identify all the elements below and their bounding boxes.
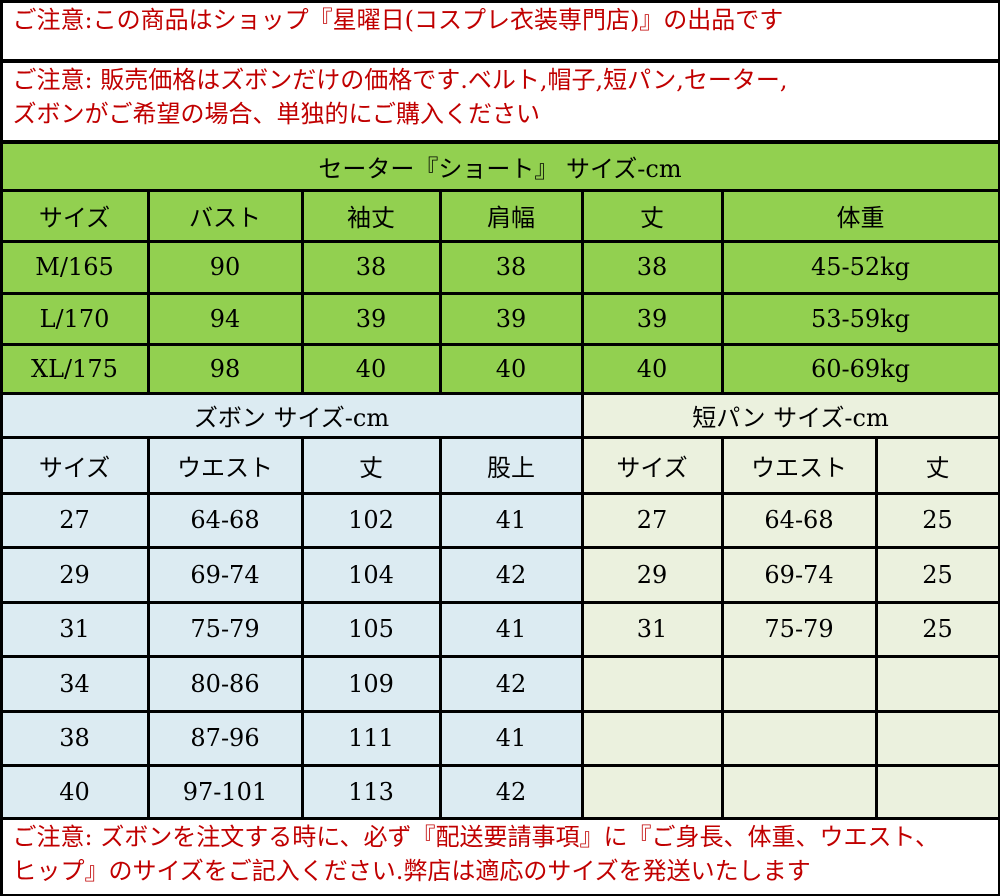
table-cell: 64-68 (149, 494, 301, 546)
column-header: 丈 (583, 191, 721, 240)
table-cell: 41 (441, 494, 581, 546)
notice-line: ズボンがご希望の場合、単独的にご購入ください (12, 99, 541, 128)
table-cell: 40 (303, 345, 439, 392)
table-cell: 25 (877, 548, 998, 601)
empty-cell (723, 766, 875, 817)
notice: ご注意: ズボンを注文する時に、必ず『配送要請事項』に『ご身長、体重、ウエスト、… (2, 819, 998, 894)
table-cell: 80-86 (149, 657, 301, 710)
column-header: 丈 (877, 438, 998, 492)
table-cell: M/165 (2, 242, 147, 292)
table-cell: 27 (583, 494, 721, 546)
table-cell: 27 (2, 494, 147, 546)
table-cell: 41 (441, 712, 581, 764)
table-cell: 113 (303, 766, 439, 817)
column-header: ウエスト (723, 438, 875, 492)
table-cell: 31 (583, 603, 721, 655)
table-cell: 38 (583, 242, 721, 292)
table-title: 短パン サイズ-cm (583, 394, 998, 436)
table-cell: 60-69kg (723, 345, 998, 392)
table-cell: 42 (441, 548, 581, 601)
column-header: サイズ (2, 191, 147, 240)
notice-line: ヒップ』のサイズをご記入ください.弊店は適応のサイズを発送いたします (12, 856, 811, 885)
table-cell: 34 (2, 657, 147, 710)
column-header: バスト (149, 191, 301, 240)
notice: ご注意: 販売価格はズボンだけの価格です.ベルト,帽子,短パン,セーター, ズボン… (2, 62, 998, 140)
table-cell: 102 (303, 494, 439, 546)
table-cell: 25 (877, 494, 998, 546)
table-cell: 111 (303, 712, 439, 764)
empty-cell (723, 712, 875, 764)
table-cell: 87-96 (149, 712, 301, 764)
notice: ご注意:この商品はショップ『星曜日(コスプレ衣装専門店)』の出品です (2, 2, 998, 59)
table-title: ズボン サイズ-cm (2, 394, 581, 436)
table-cell: 40 (2, 766, 147, 817)
table-cell: 42 (441, 657, 581, 710)
table-cell: 38 (441, 242, 581, 292)
table-cell: 40 (441, 345, 581, 392)
table-cell: 39 (441, 294, 581, 343)
table-cell: 69-74 (723, 548, 875, 601)
empty-cell (877, 712, 998, 764)
column-header: サイズ (583, 438, 721, 492)
column-header: 丈 (303, 438, 439, 492)
table-cell: 75-79 (723, 603, 875, 655)
notice-line: ご注意:この商品はショップ『星曜日(コスプレ衣装専門店)』の出品です (12, 5, 784, 34)
empty-cell (877, 766, 998, 817)
table-cell: 25 (877, 603, 998, 655)
table-cell: 29 (583, 548, 721, 601)
table-cell: L/170 (2, 294, 147, 343)
column-header: ウエスト (149, 438, 301, 492)
table-cell: 64-68 (723, 494, 875, 546)
empty-cell (583, 712, 721, 764)
table-title: セーター『ショート』 サイズ-cm (2, 143, 998, 189)
notice-line: ご注意: 販売価格はズボンだけの価格です.ベルト,帽子,短パン,セーター, (12, 65, 788, 94)
table-cell: 38 (2, 712, 147, 764)
table-cell: 94 (149, 294, 301, 343)
empty-cell (583, 766, 721, 817)
table-cell: 31 (2, 603, 147, 655)
column-header: 体重 (723, 191, 998, 240)
empty-cell (723, 657, 875, 710)
column-header: 肩幅 (441, 191, 581, 240)
table-cell: 40 (583, 345, 721, 392)
empty-cell (583, 657, 721, 710)
column-header: 股上 (441, 438, 581, 492)
table-cell: 45-52kg (723, 242, 998, 292)
table-cell: 97-101 (149, 766, 301, 817)
table-cell: 98 (149, 345, 301, 392)
table-cell: 42 (441, 766, 581, 817)
table-cell: 105 (303, 603, 439, 655)
table-cell: 39 (583, 294, 721, 343)
table-cell: XL/175 (2, 345, 147, 392)
notice-line: ご注意: ズボンを注文する時に、必ず『配送要請事項』に『ご身長、体重、ウエスト、 (12, 822, 940, 851)
column-header: 袖丈 (303, 191, 439, 240)
column-header: サイズ (2, 438, 147, 492)
table-cell: 53-59kg (723, 294, 998, 343)
table-cell: 104 (303, 548, 439, 601)
table-cell: 75-79 (149, 603, 301, 655)
empty-cell (877, 657, 998, 710)
table-cell: 109 (303, 657, 439, 710)
table-cell: 69-74 (149, 548, 301, 601)
table-cell: 39 (303, 294, 439, 343)
table-cell: 41 (441, 603, 581, 655)
table-cell: 29 (2, 548, 147, 601)
table-cell: 90 (149, 242, 301, 292)
table-cell: 38 (303, 242, 439, 292)
